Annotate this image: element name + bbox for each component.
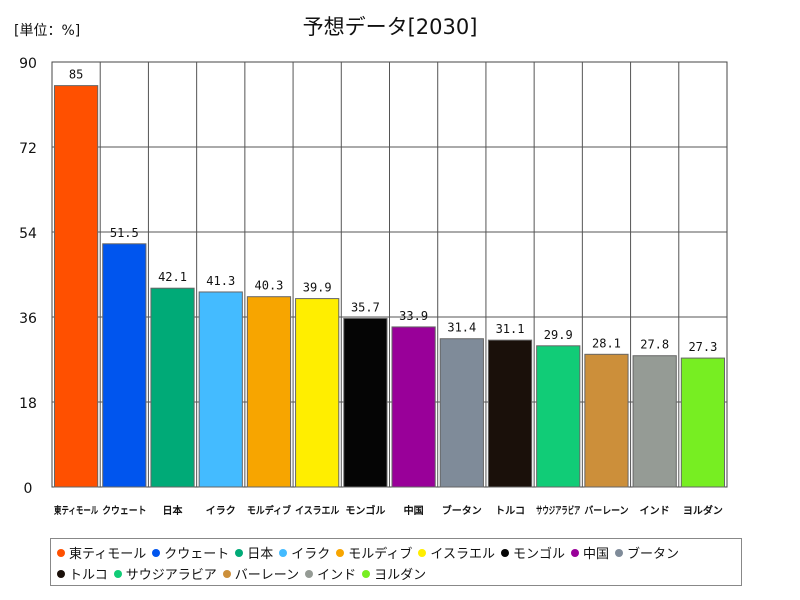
legend-item: イスラエル xyxy=(418,542,495,563)
legend: 東ティモール クウェート 日本 イラク モルディブ イスラエル モンゴル 中国 ブータントルコ サ… xyxy=(50,538,742,586)
legend-item: ヨルダン xyxy=(362,563,426,584)
x-tick-label: トルコ xyxy=(495,505,525,517)
y-tick-label: 90 xyxy=(19,56,37,72)
y-tick-label: 54 xyxy=(19,226,37,242)
legend-marker xyxy=(152,548,161,557)
x-tick-label: ブータン xyxy=(442,504,482,517)
x-tick-label: イスラエル xyxy=(295,505,339,517)
data-label: 28.1 xyxy=(592,336,621,350)
data-label: 39.9 xyxy=(303,281,332,295)
bar xyxy=(343,317,388,488)
legend-marker xyxy=(113,569,122,578)
x-tick-label: モルディブ xyxy=(247,504,291,517)
bar xyxy=(632,355,677,488)
legend-label: 東ティモール xyxy=(69,547,147,562)
data-label: 85 xyxy=(69,68,83,82)
legend-item: 東ティモール xyxy=(57,542,146,563)
x-tick-label: ヨルダン xyxy=(683,504,723,517)
x-tick-label: 中国 xyxy=(404,504,424,517)
legend-item: バーレーン xyxy=(222,563,300,584)
legend-marker xyxy=(57,569,65,578)
bar xyxy=(439,338,484,488)
unit-label: [単位：%] xyxy=(14,23,80,39)
x-tick-label: クウェート xyxy=(102,505,146,517)
legend-marker xyxy=(235,548,244,557)
legend-label: 中国 xyxy=(583,547,610,562)
legend-label: ヨルダン xyxy=(374,568,427,583)
legend-item: サウジアラビア xyxy=(113,563,217,584)
bar xyxy=(54,85,99,488)
x-tick-label: 東ティモール xyxy=(54,504,98,517)
data-label: 31.1 xyxy=(496,322,525,336)
legend-marker xyxy=(362,569,371,578)
data-label: 35.7 xyxy=(351,300,380,314)
legend-marker xyxy=(305,569,314,578)
data-label: 42.1 xyxy=(158,270,187,284)
bar xyxy=(391,326,436,488)
chart-title: 予想データ[2030] xyxy=(303,15,478,39)
legend-label: モルディブ xyxy=(348,547,413,562)
legend-label: モンゴル xyxy=(513,547,566,562)
legend-marker xyxy=(571,548,580,557)
bar xyxy=(102,243,147,488)
y-axis: 0 18 36 54 72 90 xyxy=(19,56,37,497)
legend-item: 日本 xyxy=(235,542,273,563)
data-label: 31.4 xyxy=(447,321,476,335)
legend-marker xyxy=(501,548,509,557)
x-tick-label: 日本 xyxy=(163,504,184,517)
legend-label: バーレーン xyxy=(234,568,300,583)
legend-label: インド xyxy=(317,568,357,583)
legend-marker xyxy=(279,548,288,557)
bar xyxy=(584,353,629,488)
legend-label: イスラエル xyxy=(430,547,495,562)
bar xyxy=(295,298,340,488)
legend-label: サウジアラビア xyxy=(125,568,217,583)
data-label: 29.9 xyxy=(544,328,573,342)
bar xyxy=(487,339,533,488)
x-tick-label: インド xyxy=(640,505,670,517)
x-tick-label: サウジアラビア xyxy=(536,504,580,517)
legend-marker xyxy=(57,548,65,557)
legend-item: クウェート xyxy=(152,542,229,563)
legend-label: イラク xyxy=(291,547,331,562)
bar xyxy=(246,296,292,488)
legend-marker xyxy=(336,548,345,557)
data-label: 40.3 xyxy=(255,279,284,293)
legend-label: トルコ xyxy=(69,568,108,583)
legend-item: モンゴル xyxy=(501,542,565,563)
data-label: 51.5 xyxy=(110,226,139,240)
bar xyxy=(150,287,195,488)
legend-marker xyxy=(222,569,231,578)
legend-item: 中国 xyxy=(571,542,609,563)
bar xyxy=(536,345,581,488)
legend-label: ブータン xyxy=(627,547,680,562)
data-label: 41.3 xyxy=(206,274,235,288)
data-label: 33.9 xyxy=(399,309,428,323)
y-tick-label: 72 xyxy=(19,141,37,157)
x-axis: 東ティモールクウェート 日本 イラク モルディブイスラエル モンゴル 中国 ブータン トルコサ… xyxy=(54,504,723,517)
x-tick-label: イラク xyxy=(206,505,236,517)
bar xyxy=(198,291,243,488)
bars: 85 51.5 42.1 41.3 40.3 39.9 35.7 33.9 31.4 31.1 29… xyxy=(54,68,725,488)
y-tick-label: 36 xyxy=(19,311,37,327)
x-tick-label: バーレーン xyxy=(584,505,628,517)
legend-label: クウェート xyxy=(164,547,230,562)
legend-item: トルコ xyxy=(57,563,108,584)
legend-item: モルディブ xyxy=(336,542,412,563)
data-label: 27.3 xyxy=(688,340,717,354)
legend-label: 日本 xyxy=(247,547,274,562)
y-tick-label: 18 xyxy=(19,396,37,412)
x-tick-label: モンゴル xyxy=(345,504,385,517)
legend-marker xyxy=(418,548,427,557)
legend-marker xyxy=(615,548,624,557)
y-tick-label: 0 xyxy=(24,481,33,497)
legend-item: ブータン xyxy=(615,542,679,563)
legend-item: イラク xyxy=(279,542,330,563)
legend-item: インド xyxy=(305,563,356,584)
bar xyxy=(680,357,725,488)
data-label: 27.8 xyxy=(640,338,669,352)
